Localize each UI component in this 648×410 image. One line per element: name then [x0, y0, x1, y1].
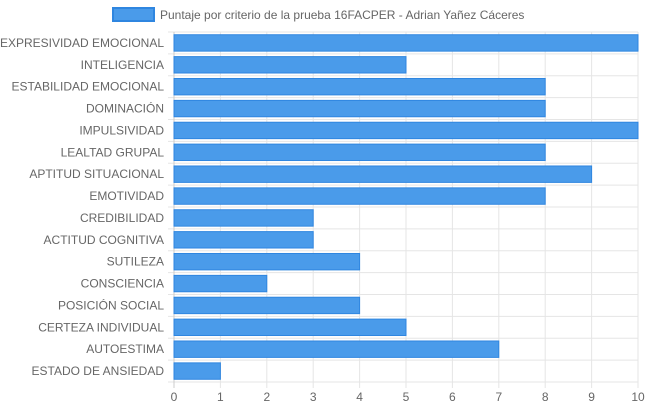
bar[interactable] — [173, 77, 546, 96]
x-tick-label: 6 — [449, 390, 456, 404]
bar[interactable] — [173, 318, 407, 337]
bar[interactable] — [173, 340, 500, 358]
category-label: EXPRESIVIDAD EMOCIONAL — [0, 36, 164, 50]
category-label: SUTILEZA — [107, 255, 164, 269]
category-label: IMPULSIVIDAD — [79, 123, 164, 137]
legend-swatch[interactable] — [112, 7, 155, 22]
category-label: DOMINACIÓN — [86, 101, 164, 116]
category-label: APTITUD SITUACIONAL — [29, 167, 164, 181]
bar[interactable] — [173, 252, 361, 271]
x-tick-label: 3 — [310, 390, 317, 404]
x-tick-label: 8 — [542, 390, 549, 404]
x-tick-label: 5 — [403, 390, 410, 404]
bar[interactable] — [173, 143, 546, 162]
x-axis-tick-labels: 0 1 2 3 4 5 6 7 8 9 10 — [171, 390, 645, 404]
category-label: ESTABILIDAD EMOCIONAL — [12, 80, 165, 94]
legend[interactable]: Puntaje por criterio de la prueba 16FACP… — [112, 7, 524, 22]
category-label: CREDIBILIDAD — [80, 211, 164, 225]
category-label: CERTEZA INDIVIDUAL — [38, 320, 164, 334]
category-label: EMOTIVIDAD — [89, 189, 164, 203]
bar[interactable] — [173, 296, 361, 315]
bar[interactable] — [173, 231, 314, 249]
x-tick-label: 7 — [495, 390, 502, 404]
bar[interactable] — [173, 99, 546, 118]
x-tick-label: 4 — [356, 390, 363, 404]
bar[interactable] — [173, 165, 593, 183]
category-labels: EXPRESIVIDAD EMOCIONAL INTELIGENCIA ESTABI… — [0, 36, 164, 378]
bar[interactable] — [173, 187, 546, 205]
x-tick-label: 9 — [588, 390, 595, 404]
category-label: LEALTAD GRUPAL — [61, 145, 165, 159]
x-tick-label: 1 — [217, 390, 224, 404]
bars — [173, 34, 639, 380]
bar[interactable] — [173, 121, 639, 140]
bar[interactable] — [173, 274, 268, 293]
x-tick-label: 10 — [631, 390, 645, 404]
x-tick-label: 2 — [263, 390, 270, 404]
bar[interactable] — [173, 209, 314, 227]
category-label: INTELIGENCIA — [81, 58, 164, 72]
category-label: POSICIÓN SOCIAL — [58, 297, 164, 312]
bar[interactable] — [173, 56, 407, 74]
category-label: ACTITUD COGNITIVA — [44, 233, 164, 247]
category-label: ESTADO DE ANSIEDAD — [32, 364, 165, 378]
category-label: CONSCIENCIA — [81, 277, 164, 291]
bar[interactable] — [173, 34, 639, 52]
legend-label[interactable]: Puntaje por criterio de la prueba 16FACP… — [160, 8, 524, 22]
bar[interactable] — [173, 362, 221, 380]
category-label: AUTOESTIMA — [86, 342, 164, 356]
x-tick-label: 0 — [171, 390, 178, 404]
